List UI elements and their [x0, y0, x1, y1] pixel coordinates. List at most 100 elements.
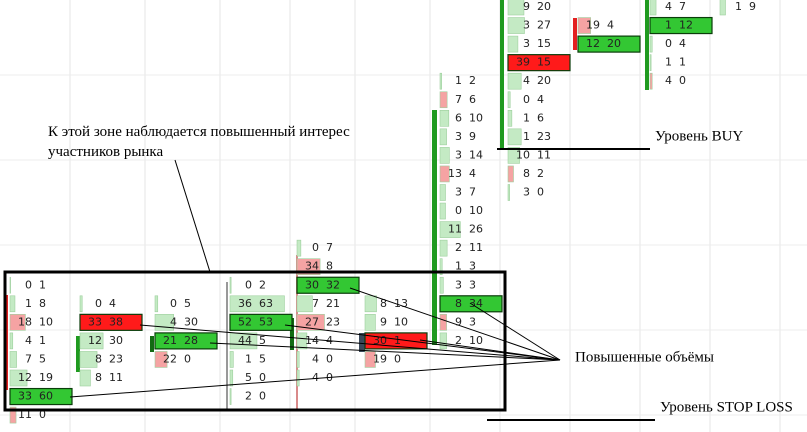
ask: 15 [537, 37, 551, 50]
volume-bar [649, 16, 713, 35]
bid: 2 [245, 390, 252, 403]
stop-label: Уровень STOP LOSS [660, 399, 793, 415]
ask: 7 [469, 186, 476, 199]
bid: 8 [95, 371, 102, 384]
ask: 21 [326, 297, 340, 310]
bid: 2 [455, 334, 462, 347]
delta-bar [290, 318, 294, 350]
volume-bar [9, 369, 28, 387]
volume-bar [507, 184, 510, 201]
volume-bar [364, 295, 377, 313]
bid: 0 [523, 93, 530, 106]
bid: 0 [312, 241, 319, 254]
ask: 4 [469, 167, 476, 180]
ask: 15 [537, 56, 551, 69]
volume-bar [79, 351, 98, 368]
bid: 4 [312, 352, 319, 365]
volume-bar [296, 369, 300, 387]
ask: 53 [259, 315, 273, 328]
ask: 14 [469, 148, 483, 161]
volume-bar [439, 147, 450, 164]
bid: 19 [373, 352, 387, 365]
ask: 0 [39, 408, 46, 421]
volume-bar [9, 351, 17, 368]
ask: 20 [537, 0, 551, 13]
bid: 1 [25, 297, 32, 310]
volume-bar [296, 314, 325, 331]
volume-bar [9, 406, 17, 424]
volume-bar [439, 239, 448, 257]
ask: 32 [326, 278, 340, 291]
ask: 28 [184, 334, 198, 347]
bid: 34 [305, 260, 319, 273]
annotation-box: К этой зоне наблюдается повышенный интер… [48, 124, 350, 160]
volume-bar [9, 295, 16, 313]
ask: 0 [537, 186, 544, 199]
bid: 1 [455, 260, 462, 273]
bid: 4 [312, 371, 319, 384]
volume-bar [364, 314, 376, 331]
ask: 30 [109, 334, 123, 347]
bid: 0 [455, 204, 462, 217]
volume-bar [296, 276, 360, 294]
volume-bar [79, 295, 83, 313]
volume-bar [507, 54, 571, 72]
volume-bar [229, 295, 285, 313]
ask: 23 [537, 130, 551, 143]
ask: 0 [326, 352, 333, 365]
ask: 30 [184, 315, 198, 328]
ask: 34 [469, 297, 483, 310]
volume-bar [439, 72, 442, 90]
volume-bar [9, 332, 14, 350]
volume-bar [507, 165, 514, 183]
ask: 3 [469, 278, 476, 291]
ask: 6 [469, 93, 476, 106]
ask: 10 [394, 315, 408, 328]
volume-bar [9, 276, 11, 294]
volume-bar [439, 314, 447, 331]
bid: 9 [523, 0, 530, 13]
delta-bar [76, 336, 80, 372]
ask: 10 [469, 334, 483, 347]
ask: 4 [679, 37, 686, 50]
volume-bar [719, 0, 726, 16]
bid: 13 [448, 167, 462, 180]
volume-bar [649, 72, 653, 90]
bid: 2 [455, 241, 462, 254]
volume-bar [296, 239, 302, 257]
volume-bar [79, 369, 91, 387]
ask: 23 [109, 352, 123, 365]
ask: 5 [184, 297, 191, 310]
bid: 14 [305, 334, 319, 347]
pointer [174, 159, 211, 273]
bid: 0 [170, 297, 177, 310]
bid: 6 [455, 111, 462, 124]
ask: 11 [109, 371, 123, 384]
volume-bar [439, 202, 446, 220]
volume-bar [439, 91, 448, 109]
volume-bar [507, 17, 525, 34]
ask: 1 [39, 334, 46, 347]
bid: 1 [523, 111, 530, 124]
volume-bar [507, 0, 525, 16]
ask: 2 [469, 74, 476, 87]
bid: 1 [455, 74, 462, 87]
volume-bar [229, 388, 232, 405]
ask: 12 [679, 19, 693, 32]
ask: 5 [259, 334, 266, 347]
bid: 8 [455, 297, 462, 310]
bid: 9 [455, 315, 462, 328]
volume-bar [439, 332, 447, 350]
bid: 33 [88, 315, 102, 328]
ask: 2 [259, 278, 266, 291]
delta-bar [226, 282, 228, 410]
volume-bar [154, 351, 168, 368]
delta-bar [432, 110, 437, 345]
ask: 0 [394, 352, 401, 365]
volume-bar [296, 332, 308, 350]
ask: 7 [326, 241, 333, 254]
ask: 20 [537, 74, 551, 87]
volume-bar [507, 91, 511, 109]
